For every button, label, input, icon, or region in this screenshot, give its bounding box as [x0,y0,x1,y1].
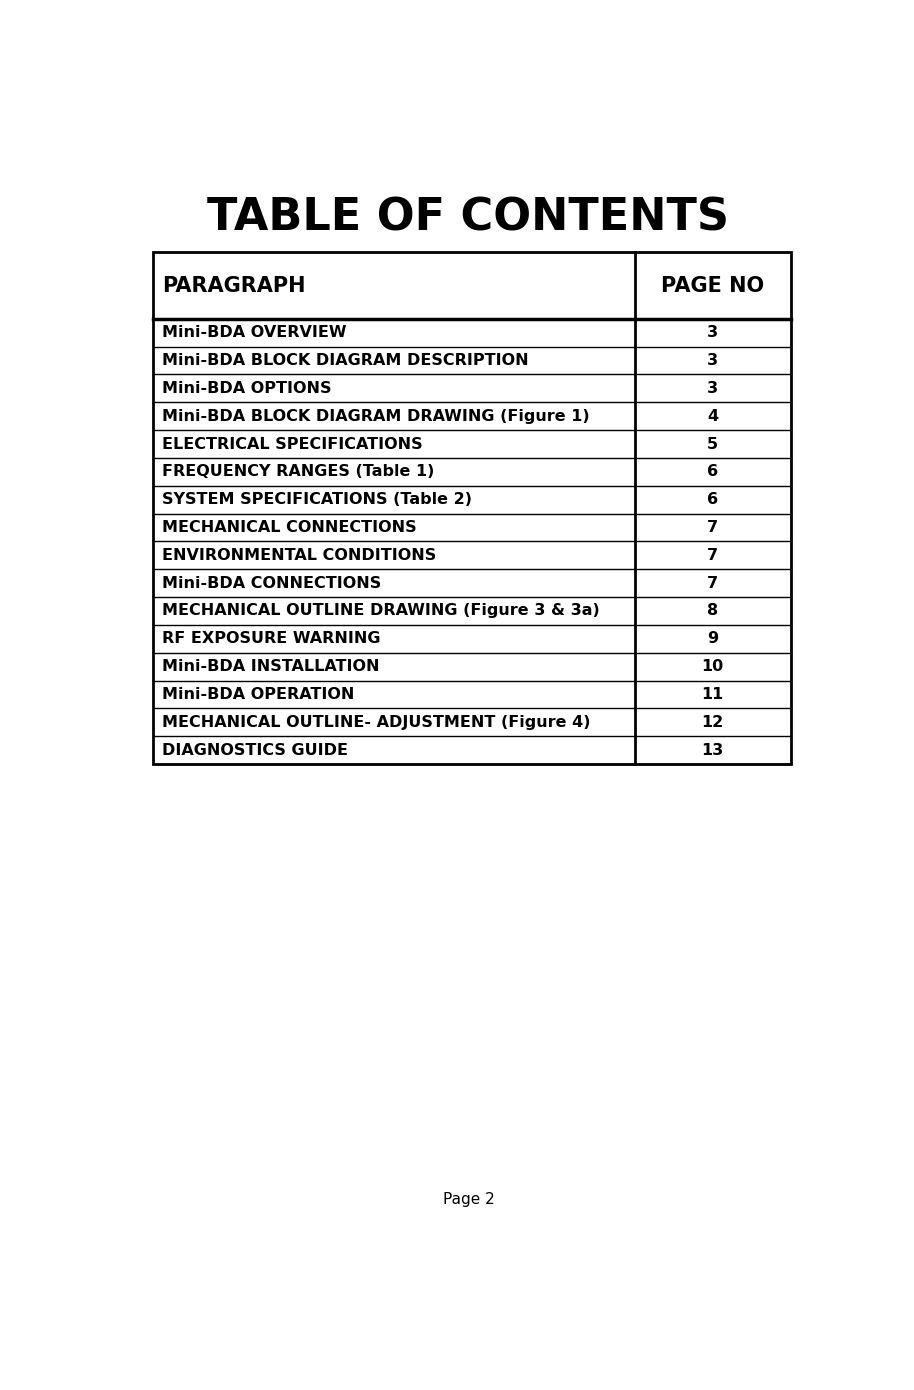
Text: 3: 3 [707,353,718,368]
Text: PARAGRAPH: PARAGRAPH [162,275,305,296]
Text: 13: 13 [702,742,724,758]
Text: Mini-BDA BLOCK DIAGRAM DESCRIPTION: Mini-BDA BLOCK DIAGRAM DESCRIPTION [162,353,528,368]
Bar [154,253,791,765]
Text: 3: 3 [707,381,718,396]
Text: 10: 10 [702,659,724,674]
Text: TABLE OF CONTENTS: TABLE OF CONTENTS [207,197,729,239]
Text: 7: 7 [707,575,718,591]
Text: Mini-BDA OVERVIEW: Mini-BDA OVERVIEW [162,325,346,341]
Text: MECHANICAL OUTLINE- ADJUSTMENT (Figure 4): MECHANICAL OUTLINE- ADJUSTMENT (Figure 4… [162,714,590,730]
Text: SYSTEM SPECIFICATIONS (Table 2): SYSTEM SPECIFICATIONS (Table 2) [162,492,472,507]
Text: 4: 4 [707,409,718,424]
Text: Mini-BDA OPTIONS: Mini-BDA OPTIONS [162,381,331,396]
Text: 7: 7 [707,548,718,563]
Text: Mini-BDA INSTALLATION: Mini-BDA INSTALLATION [162,659,379,674]
Text: 7: 7 [707,520,718,535]
Text: ELECTRICAL SPECIFICATIONS: ELECTRICAL SPECIFICATIONS [162,436,422,452]
Text: Mini-BDA OPERATION: Mini-BDA OPERATION [162,687,354,702]
Text: Mini-BDA BLOCK DIAGRAM DRAWING (Figure 1): Mini-BDA BLOCK DIAGRAM DRAWING (Figure 1… [162,409,590,424]
Text: Mini-BDA CONNECTIONS: Mini-BDA CONNECTIONS [162,575,381,591]
Text: 6: 6 [707,492,718,507]
Text: RF EXPOSURE WARNING: RF EXPOSURE WARNING [162,631,380,646]
Text: 5: 5 [707,436,718,452]
Text: DIAGNOSTICS GUIDE: DIAGNOSTICS GUIDE [162,742,347,758]
Text: Page 2: Page 2 [442,1193,494,1207]
Text: MECHANICAL OUTLINE DRAWING (Figure 3 & 3a): MECHANICAL OUTLINE DRAWING (Figure 3 & 3… [162,603,600,619]
Text: ENVIRONMENTAL CONDITIONS: ENVIRONMENTAL CONDITIONS [162,548,436,563]
Text: MECHANICAL CONNECTIONS: MECHANICAL CONNECTIONS [162,520,417,535]
Text: 9: 9 [707,631,718,646]
Text: FREQUENCY RANGES (Table 1): FREQUENCY RANGES (Table 1) [162,464,434,480]
Text: 11: 11 [702,687,724,702]
Text: 8: 8 [707,603,718,619]
Text: 12: 12 [702,714,724,730]
Text: 3: 3 [707,325,718,341]
Text: PAGE NO: PAGE NO [661,275,764,296]
Text: 6: 6 [707,464,718,480]
